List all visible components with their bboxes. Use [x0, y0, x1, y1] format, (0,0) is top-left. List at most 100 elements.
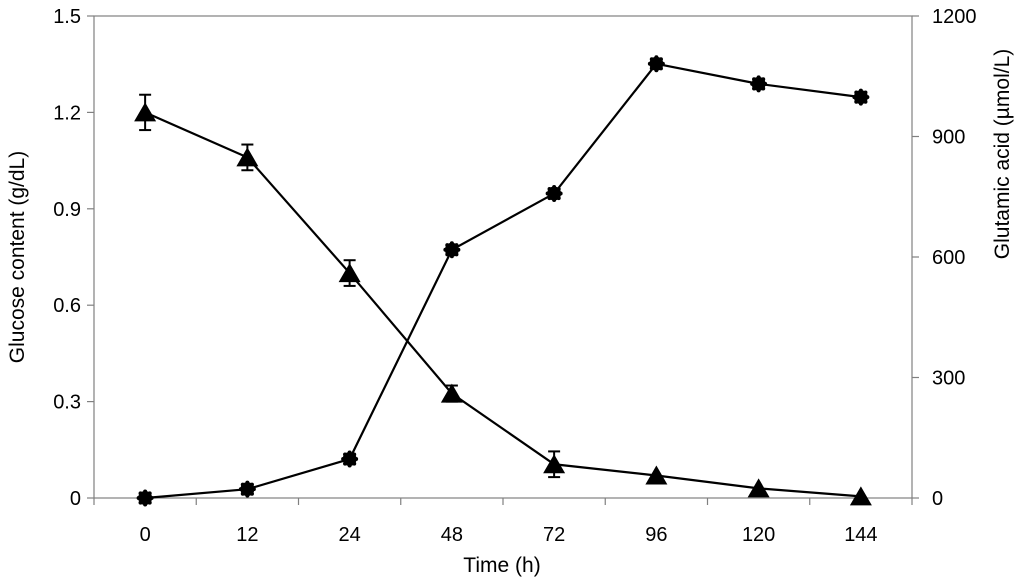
point-marker-scallop [138, 491, 143, 496]
point-marker-scallop [249, 491, 254, 496]
glutamic-circle-point [647, 55, 665, 73]
point-marker-scallop [449, 241, 454, 246]
glucose-triangle-point [645, 465, 668, 485]
point-marker-scallop [556, 196, 561, 201]
x-tick-label: 0 [140, 524, 151, 546]
left-y-tick-label: 0.3 [53, 392, 81, 414]
point-marker-scallop [654, 68, 659, 73]
point-marker-scallop [763, 81, 768, 86]
point-marker-scallop [752, 86, 757, 91]
right-y-tick-label: 900 [932, 127, 965, 149]
x-tick-label: 48 [441, 524, 463, 546]
glucose-triangle-point [849, 486, 872, 506]
glutamic-circle-point [443, 241, 461, 259]
point-marker-scallop [240, 482, 245, 487]
point-marker-scallop [454, 252, 459, 257]
point-marker-scallop [647, 61, 652, 66]
point-marker-scallop [445, 243, 450, 248]
glucose-triangle-point [236, 147, 259, 167]
point-marker-scallop [649, 57, 654, 62]
point-marker-scallop [354, 457, 359, 462]
point-marker-scallop [238, 487, 243, 492]
point-marker-scallop [654, 55, 659, 60]
left-y-tick-label: 1.5 [53, 6, 81, 28]
right-y-tick-label: 600 [932, 247, 965, 269]
right-y-tick-label: 300 [932, 368, 965, 390]
point-marker-scallop [547, 196, 552, 201]
glutamic-circle-point [341, 450, 359, 468]
point-marker-scallop [143, 489, 148, 494]
right-y-tick-label: 0 [932, 488, 943, 510]
point-marker-scallop [750, 81, 755, 86]
point-marker-scallop [443, 247, 448, 252]
x-axis-title: Time (h) [463, 554, 540, 577]
point-marker-scallop [865, 95, 870, 100]
point-marker-scallop [556, 186, 561, 191]
glucose-triangle-point [747, 478, 770, 498]
x-tick-label: 72 [543, 524, 565, 546]
glucose-series-line [144, 111, 861, 498]
x-tick-label: 24 [339, 524, 361, 546]
point-marker-scallop [138, 500, 143, 505]
glutamic-series-line [145, 62, 862, 500]
point-marker-scallop [858, 101, 863, 106]
point-marker-scallop [658, 66, 663, 71]
point-marker-scallop [343, 461, 348, 466]
left-y-axis: 0 0.3 0.6 0.9 1.2 1.5 [53, 6, 94, 510]
left-y-tick-label: 0 [70, 488, 81, 510]
point-marker-scallop [756, 75, 761, 80]
glutamic-circle-point [852, 88, 870, 106]
point-marker-scallop [752, 77, 757, 82]
point-marker-scallop [456, 247, 461, 252]
point-marker-scallop [660, 61, 665, 66]
point-marker-scallop [251, 487, 256, 492]
point-marker-scallop [245, 493, 250, 498]
point-marker-scallop [863, 99, 868, 104]
x-axis: 0 12 24 48 72 96 120 144 [93, 498, 913, 546]
point-marker-scallop [547, 186, 552, 191]
point-marker-scallop [545, 191, 550, 196]
right-y-axis: 0 300 600 900 1200 [912, 6, 977, 510]
x-tick-label: 144 [844, 524, 877, 546]
glutamic-circle-point [545, 185, 563, 203]
point-marker-scallop [761, 86, 766, 91]
point-marker-scallop [352, 461, 357, 466]
point-marker-scallop [149, 496, 154, 500]
point-marker-scallop [343, 452, 348, 457]
point-marker-scallop [240, 491, 245, 496]
x-tick-label: 12 [236, 524, 258, 546]
glutamic-circle-point [136, 489, 154, 507]
point-marker-scallop [245, 480, 250, 485]
point-marker-scallop [552, 185, 557, 190]
point-marker-scallop [136, 496, 141, 500]
point-marker-scallop [449, 254, 454, 259]
point-marker-scallop [761, 77, 766, 82]
glutamic-circle-point [238, 480, 256, 498]
left-y-tick-label: 1.2 [53, 102, 81, 124]
point-marker-scallop [445, 252, 450, 257]
point-marker-scallop [863, 90, 868, 95]
glucose-triangle-point [338, 263, 361, 283]
point-marker-scallop [147, 491, 152, 496]
x-tick-label: 120 [742, 524, 775, 546]
left-y-tick-label: 0.9 [53, 199, 81, 221]
point-marker-scallop [558, 191, 563, 196]
point-marker-scallop [347, 463, 352, 468]
glucose-triangle-point [440, 383, 463, 403]
point-marker-scallop [143, 502, 148, 507]
point-marker-scallop [854, 99, 859, 104]
series-layer [134, 55, 872, 507]
point-marker-scallop [352, 452, 357, 457]
right-y-axis-title: Glutamic acid (µmol/L) [991, 49, 1014, 259]
left-y-tick-label: 0.6 [53, 295, 81, 317]
glucose-triangle-point [134, 102, 157, 122]
point-marker-scallop [649, 66, 654, 71]
point-marker-scallop [852, 95, 857, 100]
point-marker-scallop [756, 88, 761, 93]
point-marker-scallop [552, 198, 557, 203]
point-marker-scallop [858, 88, 863, 93]
point-marker-scallop [249, 482, 254, 487]
glucose-triangle-point [543, 454, 566, 474]
point-marker-scallop [347, 450, 352, 455]
point-marker-scallop [854, 90, 859, 95]
